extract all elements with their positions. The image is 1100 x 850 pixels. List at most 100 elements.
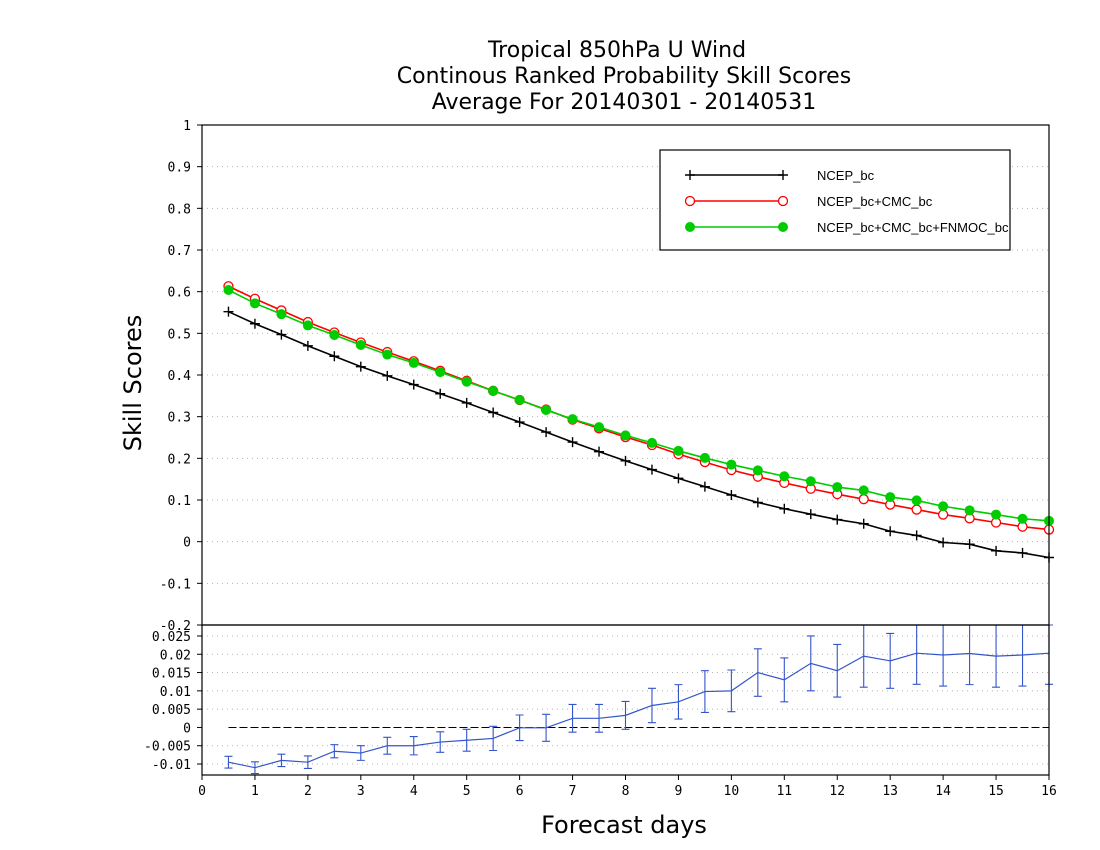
top-y-tick-label: 0.9 (168, 161, 191, 176)
error-bar (250, 761, 259, 775)
legend-marker (778, 222, 788, 232)
series-point (885, 492, 896, 503)
bottom-y-tick-label: 0 (183, 721, 191, 736)
bottom-y-tick-label: -0.01 (152, 758, 191, 773)
error-bar (303, 755, 312, 769)
error-bar (886, 632, 895, 689)
x-tick-label: 9 (675, 784, 683, 799)
legend-marker (685, 170, 695, 180)
series-point (646, 437, 657, 448)
top-y-tick-label: -0.1 (160, 577, 191, 592)
x-tick-label: 11 (776, 784, 792, 799)
top-y-tick-label: 0.6 (168, 286, 191, 301)
x-tick-label: 14 (935, 784, 951, 799)
error-bar (595, 703, 604, 733)
error-bar (489, 725, 498, 752)
x-tick-label: 7 (569, 784, 577, 799)
series-point (911, 504, 922, 515)
series-point (858, 494, 869, 505)
series-point (408, 357, 419, 368)
series-point (911, 495, 922, 506)
series-point (488, 385, 499, 396)
x-tick-label: 12 (829, 784, 845, 799)
series-point (567, 414, 578, 425)
error-bar (436, 731, 445, 753)
series-line-3 (228, 289, 1050, 522)
x-tick-label: 15 (988, 784, 1004, 799)
y-axis-label: Skill Scores (119, 315, 147, 452)
legend-label: NCEP_bc (817, 168, 875, 183)
error-bar (753, 648, 762, 697)
x-tick-label: 3 (357, 784, 365, 799)
difference-line (228, 652, 1050, 769)
legend-marker (778, 170, 788, 180)
series-point (435, 367, 446, 378)
error-bar (912, 624, 921, 685)
error-bar (409, 736, 418, 756)
x-tick-label: 2 (304, 784, 312, 799)
bottom-y-tick-label: 0.01 (160, 685, 191, 700)
series-point (1017, 513, 1028, 524)
series-point (382, 370, 393, 381)
legend-marker (777, 195, 789, 207)
series-point (964, 539, 975, 550)
series-point (249, 298, 260, 309)
series-point (805, 476, 816, 487)
error-bar (700, 670, 709, 713)
series-point (964, 505, 975, 516)
x-tick-label: 13 (882, 784, 898, 799)
series-point (408, 379, 419, 390)
series-point (699, 481, 710, 492)
legend-marker (684, 195, 696, 207)
series-point (620, 430, 631, 441)
series-point (832, 514, 843, 525)
series-point (779, 471, 790, 482)
top-y-tick-label: 0.3 (168, 411, 191, 426)
series-point (858, 518, 869, 529)
error-bar (833, 643, 842, 698)
series-point (1017, 547, 1028, 558)
error-bar (939, 624, 948, 687)
x-tick-label: 8 (622, 784, 630, 799)
legend-box (659, 149, 1011, 251)
series-point (514, 395, 525, 405)
series-point (885, 526, 896, 537)
bottom-y-tick-label: 0.005 (152, 703, 191, 718)
top-y-tick-label: 0.2 (168, 452, 191, 467)
x-tick-label: 4 (410, 784, 418, 799)
error-bar (356, 745, 365, 761)
legend-marker (685, 222, 695, 232)
error-bar (727, 669, 736, 713)
error-bar (621, 700, 630, 730)
x-axis-label: Forecast days (541, 811, 707, 839)
series-point (673, 473, 684, 484)
error-bar (806, 635, 815, 692)
x-tick-label: 0 (198, 784, 206, 799)
error-bar (647, 687, 656, 724)
top-y-tick-label: 0.8 (168, 202, 191, 217)
error-bar (965, 624, 974, 686)
bottom-y-tick-label: -0.005 (144, 740, 191, 755)
series-point (937, 509, 949, 520)
series-point (938, 537, 949, 548)
error-bar (515, 714, 524, 742)
series-point (752, 465, 763, 476)
legend: NCEP_bc NCEP_bc+CMC_bc NCEP_bc+CMC_bc+FNMO… (659, 149, 1011, 251)
series-point (991, 545, 1002, 556)
series-point (858, 485, 869, 496)
top-y-tick-label: 1 (183, 119, 191, 134)
series-point (302, 320, 313, 331)
series-point (461, 397, 472, 408)
chart-title-line-1: Tropical 850hPa U Wind (487, 38, 746, 63)
series-point (726, 459, 737, 470)
series-line-2 (228, 285, 1050, 531)
series-point (461, 376, 472, 387)
error-bar (780, 657, 789, 703)
series-point (223, 285, 234, 295)
series-point (435, 388, 446, 399)
bottom-plot-frame (201, 624, 1050, 776)
bottom-y-tick-label: 0.025 (152, 630, 191, 645)
error-bar (542, 713, 551, 742)
x-tick-label: 6 (516, 784, 524, 799)
